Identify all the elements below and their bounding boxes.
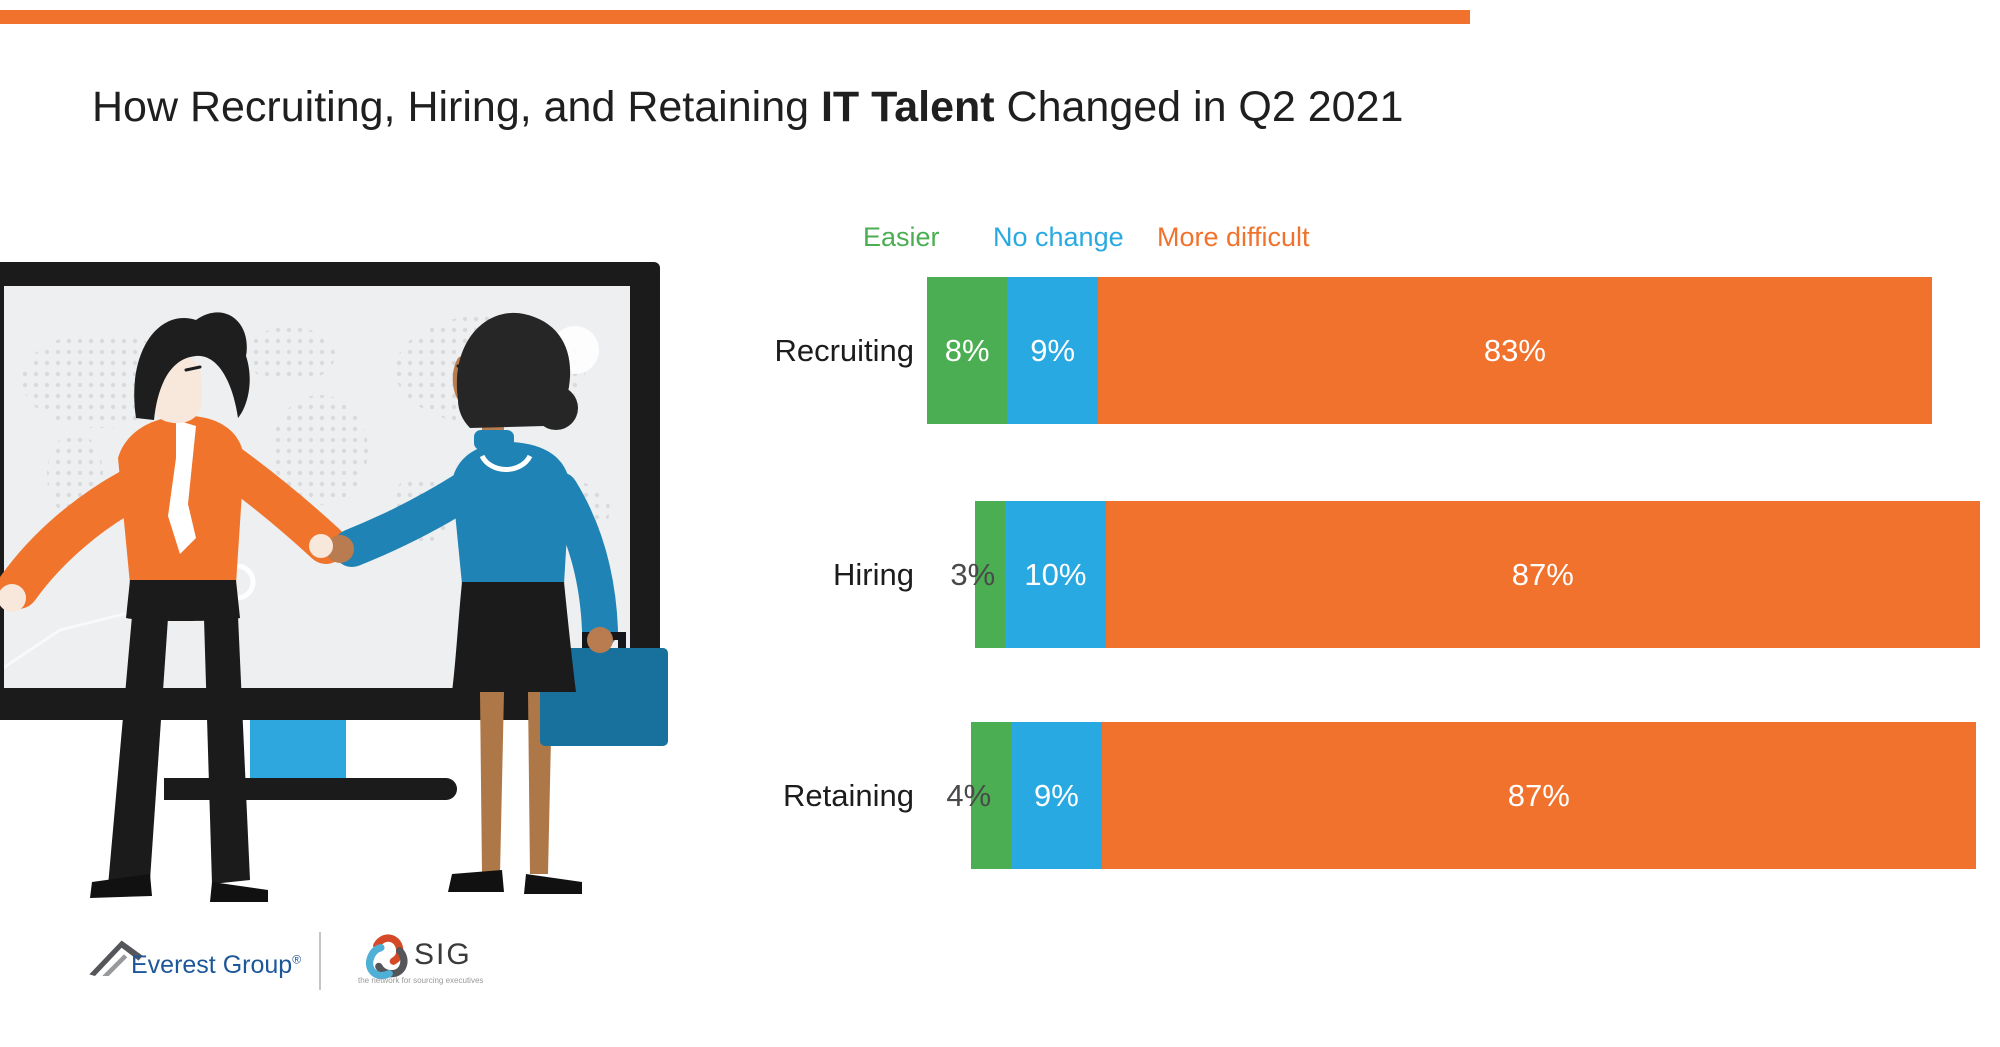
bar-segment-easier: 3% xyxy=(950,501,1006,648)
monitor-stand xyxy=(250,720,346,778)
bar-track: 3% 10% 87% xyxy=(950,501,1980,648)
bar-value-label: 10% xyxy=(1024,556,1087,592)
top-accent-bar xyxy=(0,10,1470,24)
row-label: Recruiting xyxy=(774,333,914,368)
bar-value-label: 8% xyxy=(944,332,990,368)
sig-wordmark: SIG xyxy=(414,938,472,971)
bar-value-label: 4% xyxy=(946,777,992,813)
bar-value-label: 87% xyxy=(1511,556,1574,592)
bar-value-label: 9% xyxy=(1030,332,1076,368)
legend-item-easier: Easier xyxy=(863,222,940,252)
man-figure xyxy=(0,312,346,902)
bar-segment-more-difficult: 87% xyxy=(1105,501,1980,648)
everest-group-wordmark: Everest Group® xyxy=(131,951,301,980)
bar-row: Hiring 3% 10% 87% xyxy=(0,501,2000,648)
bar-segment-easier: 8% xyxy=(927,277,1008,424)
bar-value-label: 83% xyxy=(1483,332,1546,368)
handshake-illustration xyxy=(0,262,668,902)
everest-mountain-icon xyxy=(89,940,143,976)
bar-segment-no-change: 10% xyxy=(1005,501,1106,648)
legend-item-no-change: No change xyxy=(993,222,1124,252)
bar-row: Retaining 4% 9% 87% xyxy=(0,722,2000,869)
woman-figure xyxy=(333,312,668,894)
bar-track: 4% 9% 87% xyxy=(946,722,1976,869)
bar-segment-no-change: 9% xyxy=(1007,277,1098,424)
everest-group-label: Everest Group xyxy=(131,951,293,979)
sig-knot-icon xyxy=(365,934,408,980)
bar-segment-more-difficult: 87% xyxy=(1101,722,1976,869)
page-title: How Recruiting, Hiring, and Retaining IT… xyxy=(92,86,1403,129)
bar-segment-more-difficult: 83% xyxy=(1097,277,1932,424)
title-suffix: Changed in Q2 2021 xyxy=(994,83,1404,131)
bar-value-label: 87% xyxy=(1507,777,1570,813)
title-bold: IT Talent xyxy=(820,83,995,131)
handshake xyxy=(309,534,354,563)
bar-row: Recruiting 8% 9% 83% xyxy=(0,277,2000,424)
bar-value-label: 3% xyxy=(950,556,996,592)
bar-track: 8% 9% 83% xyxy=(927,277,1932,424)
row-label: Retaining xyxy=(783,778,914,813)
legend-item-more-difficult: More difficult xyxy=(1157,222,1310,252)
bar-segment-no-change: 9% xyxy=(1011,722,1102,869)
table-ledge xyxy=(164,778,457,800)
footer-divider xyxy=(319,932,321,990)
bar-segment-easier: 4% xyxy=(946,722,1012,869)
title-prefix: How Recruiting, Hiring, and Retaining xyxy=(92,83,821,131)
sig-tagline: the network for sourcing executives xyxy=(358,976,484,985)
row-label: Hiring xyxy=(833,557,914,592)
bar-value-label: 9% xyxy=(1034,777,1079,813)
registered-trademark: ® xyxy=(292,952,302,967)
